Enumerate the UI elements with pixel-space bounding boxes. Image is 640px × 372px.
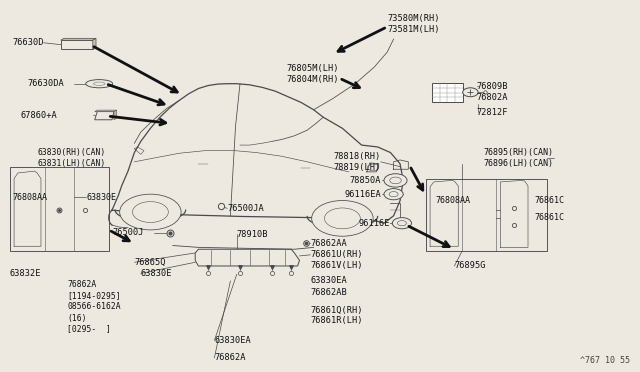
Text: 76805M(LH)
76804M(RH): 76805M(LH) 76804M(RH): [287, 64, 339, 84]
Text: 78850A: 78850A: [349, 176, 381, 185]
Bar: [10, 167, 109, 251]
Text: 78818(RH)
78819(LH): 78818(RH) 78819(LH): [333, 152, 381, 172]
Text: 72812F: 72812F: [477, 108, 508, 117]
Circle shape: [463, 88, 478, 97]
Polygon shape: [61, 38, 96, 40]
Polygon shape: [95, 112, 114, 120]
Text: ^767 10 55: ^767 10 55: [580, 356, 630, 365]
Text: 76809B: 76809B: [477, 82, 508, 91]
Polygon shape: [114, 110, 116, 120]
Text: 76861R(LH): 76861R(LH): [310, 316, 363, 325]
Text: 76630D: 76630D: [12, 38, 44, 47]
Text: 96116EA: 96116EA: [344, 190, 381, 199]
Text: 76802A: 76802A: [477, 93, 508, 102]
Text: 76861C: 76861C: [534, 213, 564, 222]
Text: 76895(RH)(CAN)
76896(LH)(CAN): 76895(RH)(CAN) 76896(LH)(CAN): [484, 148, 554, 168]
Text: 96116E: 96116E: [359, 219, 390, 228]
Text: 63830(RH)(CAN)
63831(LH)(CAN): 63830(RH)(CAN) 63831(LH)(CAN): [37, 148, 106, 168]
Text: 73580M(RH)
73581M(LH): 73580M(RH) 73581M(LH): [387, 14, 440, 34]
Text: 63830E: 63830E: [141, 269, 172, 278]
Text: 67860+A: 67860+A: [21, 111, 58, 120]
Text: 76862A: 76862A: [214, 353, 246, 362]
Text: 76861U(RH): 76861U(RH): [310, 250, 363, 259]
Text: 76630DA: 76630DA: [28, 79, 64, 88]
Text: 76865Q: 76865Q: [134, 258, 166, 267]
Ellipse shape: [86, 80, 113, 88]
Text: 78910B: 78910B: [237, 230, 268, 239]
Polygon shape: [93, 38, 96, 49]
Circle shape: [384, 174, 407, 187]
Text: 63832E: 63832E: [10, 269, 41, 278]
Polygon shape: [61, 40, 93, 49]
Text: 63830EA: 63830EA: [214, 336, 251, 345]
Bar: [426, 179, 547, 251]
Text: 76500J: 76500J: [112, 228, 143, 237]
Text: 76861V(LH): 76861V(LH): [310, 262, 363, 270]
Text: 63830EA: 63830EA: [310, 276, 347, 285]
Text: 76808AA: 76808AA: [435, 196, 470, 205]
Text: 76861Q(RH): 76861Q(RH): [310, 306, 363, 315]
Circle shape: [384, 189, 403, 200]
Polygon shape: [95, 110, 116, 112]
Text: 63830E: 63830E: [86, 193, 116, 202]
Circle shape: [312, 201, 373, 236]
Text: 76500JA: 76500JA: [227, 204, 264, 213]
Text: 76862AB: 76862AB: [310, 288, 347, 296]
Polygon shape: [432, 83, 463, 102]
Circle shape: [392, 218, 412, 229]
Text: 76862A
[1194-0295]
08566-6162A
(16)
[0295-  ]: 76862A [1194-0295] 08566-6162A (16) [029…: [67, 280, 121, 334]
Circle shape: [120, 194, 181, 230]
Polygon shape: [195, 249, 300, 266]
Text: 76862AA: 76862AA: [310, 239, 347, 248]
Text: 76861C: 76861C: [534, 196, 564, 205]
Text: 76808AA: 76808AA: [13, 193, 48, 202]
Text: 76895G: 76895G: [454, 262, 486, 270]
